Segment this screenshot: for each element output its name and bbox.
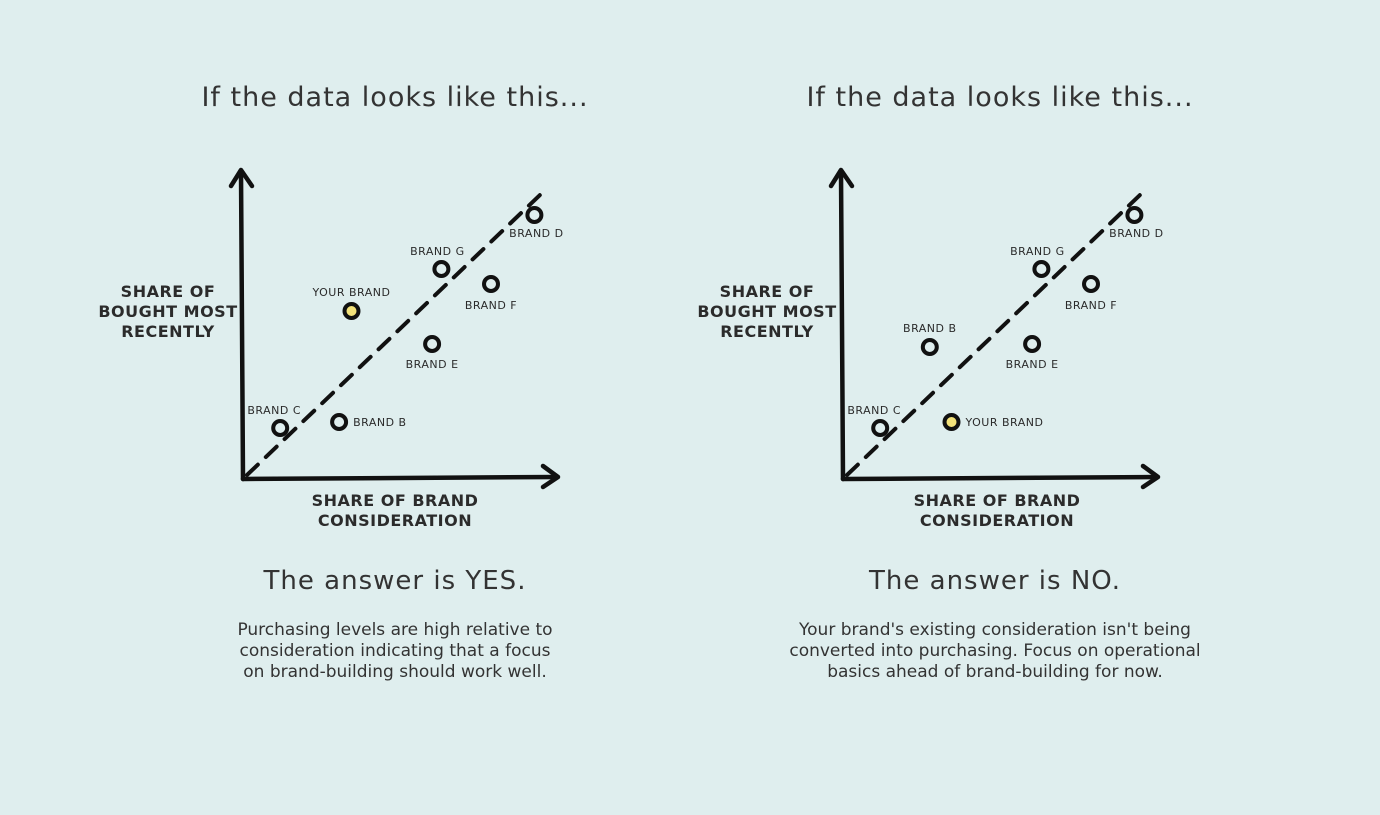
panel-yes: If the data looks like this... SHARE OF …: [98, 82, 587, 682]
brand-point: [1082, 275, 1100, 293]
answer-text: The answer is YES.: [263, 566, 527, 596]
chart-title: If the data looks like this...: [201, 82, 589, 113]
point-label: BRAND E: [406, 358, 459, 371]
explanation-text: Your brand's existing consideration isn'…: [789, 620, 1201, 682]
x-axis-arrow: [1140, 463, 1161, 490]
scatter-chart: BRAND C BRAND B YOUR BRAND BRAND E BRAND G BR…: [228, 167, 563, 490]
y-axis-line: [238, 169, 246, 482]
your-brand-point: [342, 302, 361, 320]
brand-point: [871, 419, 890, 437]
point-label: BRAND C: [247, 404, 301, 417]
point-label: BRAND C: [847, 404, 901, 417]
point-label: BRAND B: [353, 416, 407, 429]
your-brand-point: [942, 413, 961, 431]
brand-point: [330, 413, 349, 431]
explanation-text: Purchasing levels are high relative to c…: [237, 620, 553, 682]
point-label: BRAND F: [1065, 299, 1117, 312]
brand-point: [271, 419, 290, 437]
y-axis-arrow: [228, 167, 255, 189]
x-axis-label: SHARE OF BRAND CONSIDERATION: [913, 491, 1081, 530]
brand-point: [1023, 335, 1042, 353]
trend-line: [245, 192, 543, 477]
y-axis-label: SHARE OF BOUGHT MOST RECENTLY: [697, 282, 837, 341]
panel-no: If the data looks like this... SHARE OF …: [690, 0, 1380, 815]
point-label: BRAND D: [509, 227, 563, 240]
scatter-chart: BRAND C YOUR BRAND BRAND B BRAND E BRAND G BR…: [828, 167, 1163, 490]
brand-point: [482, 275, 500, 293]
x-axis-line: [840, 474, 1160, 482]
point-label: BRAND E: [1006, 358, 1059, 371]
brand-point: [1125, 206, 1144, 224]
point-label: BRAND G: [1010, 245, 1065, 258]
point-label: BRAND D: [1109, 227, 1163, 240]
y-axis-label: SHARE OF BOUGHT MOST RECENTLY: [98, 282, 238, 341]
brand-point: [920, 338, 939, 356]
x-axis-arrow: [540, 463, 561, 490]
y-axis-line: [838, 169, 846, 482]
chart-title: If the data looks like this...: [806, 82, 1194, 113]
answer-text: The answer is NO.: [869, 566, 1121, 596]
brand-point: [1032, 260, 1051, 278]
x-axis-line: [240, 474, 560, 482]
y-axis-arrow: [828, 167, 855, 189]
point-label: YOUR BRAND: [312, 286, 391, 299]
brand-point: [423, 335, 442, 353]
brand-point: [432, 260, 451, 278]
point-label: BRAND B: [903, 322, 957, 335]
trend-line: [845, 192, 1143, 477]
point-label: YOUR BRAND: [965, 416, 1044, 429]
point-label: BRAND F: [465, 299, 517, 312]
x-axis-label: SHARE OF BRAND CONSIDERATION: [311, 491, 479, 530]
brand-point: [525, 206, 544, 224]
point-label: BRAND G: [410, 245, 465, 258]
